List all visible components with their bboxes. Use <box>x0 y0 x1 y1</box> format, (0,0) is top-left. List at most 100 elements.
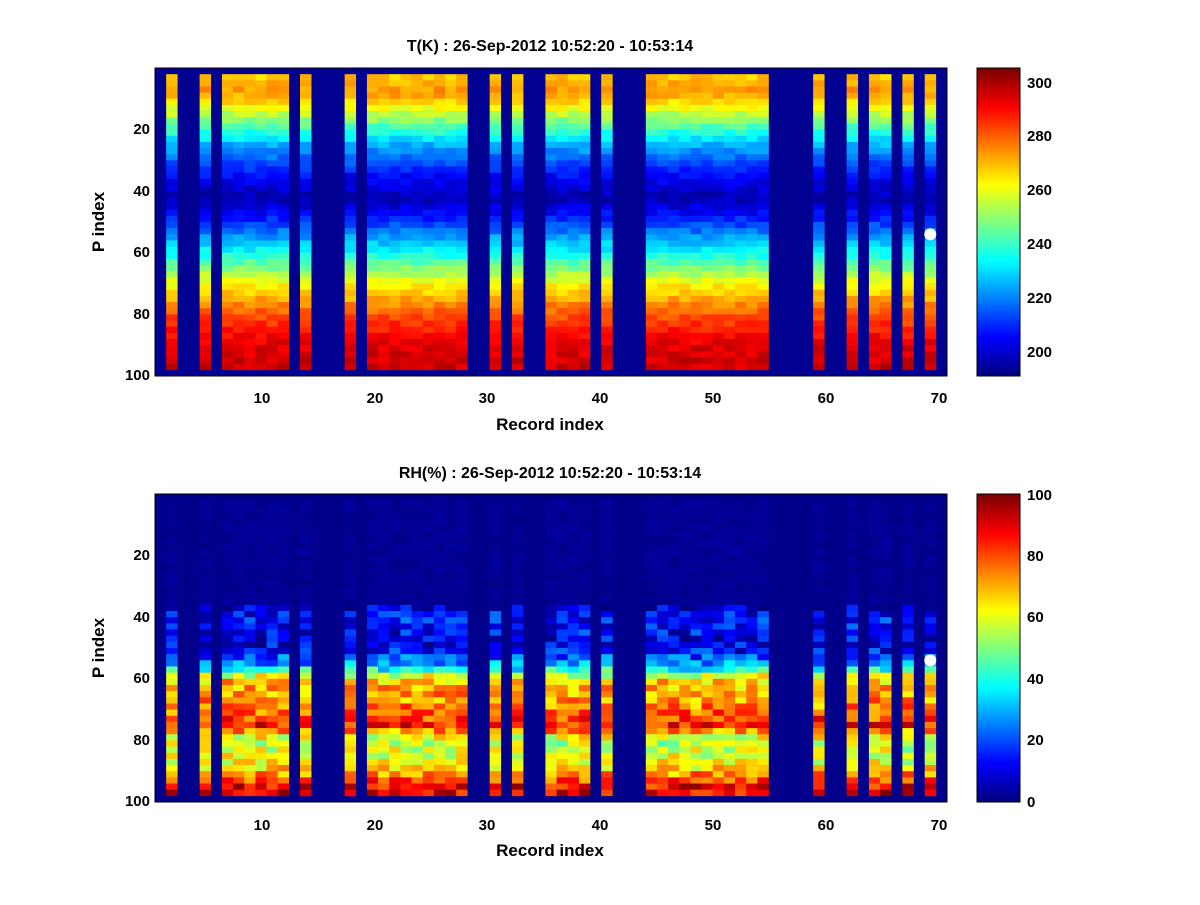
temperature-cell <box>645 357 658 364</box>
humidity-cell <box>221 561 234 569</box>
temperature-cell <box>378 185 390 192</box>
humidity-cell <box>489 672 502 680</box>
temperature-cell <box>400 265 412 272</box>
humidity-cell <box>645 518 658 526</box>
humidity-cell <box>489 580 502 587</box>
humidity-cell <box>266 561 278 569</box>
humidity-colorbar-segment <box>977 522 1020 526</box>
humidity-x-tick-70: 70 <box>931 817 948 834</box>
temperature-cell <box>601 308 613 315</box>
humidity-cell <box>701 580 714 587</box>
humidity-cell <box>445 518 457 526</box>
temperature-cell <box>645 172 658 180</box>
temperature-cell <box>389 129 401 137</box>
temperature-cell <box>701 302 714 309</box>
humidity-cell <box>701 623 714 630</box>
temperature-cell <box>723 357 736 364</box>
temperature-cell <box>578 117 591 124</box>
temperature-cell <box>166 240 178 247</box>
temperature-cell <box>445 357 457 364</box>
temperature-cell <box>679 314 691 321</box>
humidity-cell <box>221 641 234 649</box>
humidity-cell <box>712 518 725 526</box>
temperature-cell <box>880 357 892 364</box>
humidity-cell <box>679 666 691 673</box>
temperature-cell <box>645 191 658 198</box>
temperature-cell <box>813 191 825 198</box>
humidity-cell <box>601 672 613 680</box>
temperature-cell <box>199 271 212 278</box>
humidity-cell <box>422 574 435 581</box>
humidity-cell <box>166 728 178 735</box>
temperature-cell <box>645 74 658 81</box>
temperature-colorbar-segment <box>977 101 1020 105</box>
humidity-cell <box>221 580 234 587</box>
humidity-cell <box>924 530 937 538</box>
temperature-cell <box>601 80 613 87</box>
temperature-cell <box>199 295 212 303</box>
humidity-cell <box>511 715 524 723</box>
temperature-cell <box>233 191 245 198</box>
temperature-cell <box>746 332 758 340</box>
temperature-cell <box>489 111 502 118</box>
humidity-cell <box>846 543 859 550</box>
humidity-cell <box>813 635 825 643</box>
humidity-cell <box>255 598 267 606</box>
humidity-cell <box>277 561 290 569</box>
temperature-cell <box>300 308 312 315</box>
humidity-cell <box>880 703 892 710</box>
temperature-cell <box>221 74 234 81</box>
temperature-cell <box>679 141 691 149</box>
temperature-cell <box>813 141 825 149</box>
temperature-cell <box>445 326 457 334</box>
temperature-cell <box>868 117 881 124</box>
humidity-cell <box>511 524 524 532</box>
temperature-cell <box>221 308 234 315</box>
temperature-cell <box>556 357 569 364</box>
humidity-cell <box>813 771 825 778</box>
temperature-cell <box>868 160 881 167</box>
humidity-cell <box>846 604 859 612</box>
temperature-cell <box>690 92 702 100</box>
temperature-cell <box>456 234 468 241</box>
humidity-cell <box>880 734 892 741</box>
humidity-cell <box>668 678 680 686</box>
temperature-cell <box>456 252 468 260</box>
temperature-cell <box>690 154 702 161</box>
humidity-cell <box>433 654 446 661</box>
humidity-cell <box>266 666 278 673</box>
temperature-cell <box>445 277 457 284</box>
humidity-cell <box>746 574 758 581</box>
humidity-cell <box>868 598 881 606</box>
humidity-cell <box>400 604 412 612</box>
humidity-cell <box>433 771 446 778</box>
humidity-cell <box>511 574 524 581</box>
humidity-cell <box>378 641 390 649</box>
humidity-cell <box>244 765 256 772</box>
temperature-cell <box>556 228 569 235</box>
humidity-cell <box>244 678 256 686</box>
temperature-cell <box>511 363 524 371</box>
temperature-cell <box>166 320 178 328</box>
humidity-colorbar-segment <box>977 748 1020 752</box>
temperature-cell <box>735 240 747 247</box>
temperature-cell <box>880 320 892 328</box>
humidity-cell <box>746 555 758 563</box>
temperature-cell <box>601 203 613 210</box>
humidity-cell <box>221 697 234 704</box>
temperature-cell <box>400 135 412 143</box>
humidity-cell <box>668 537 680 544</box>
temperature-cell <box>701 228 714 235</box>
humidity-cell <box>645 512 658 519</box>
temperature-cell <box>601 363 613 371</box>
humidity-cell <box>422 623 435 630</box>
humidity-cell <box>378 611 390 618</box>
humidity-cell <box>166 672 178 680</box>
humidity-cell <box>757 672 769 680</box>
temperature-cell <box>668 191 680 198</box>
humidity-cell <box>389 715 401 723</box>
humidity-cell <box>578 654 591 661</box>
temperature-cell <box>445 160 457 167</box>
humidity-cell <box>300 549 312 556</box>
temperature-cell <box>902 351 914 358</box>
